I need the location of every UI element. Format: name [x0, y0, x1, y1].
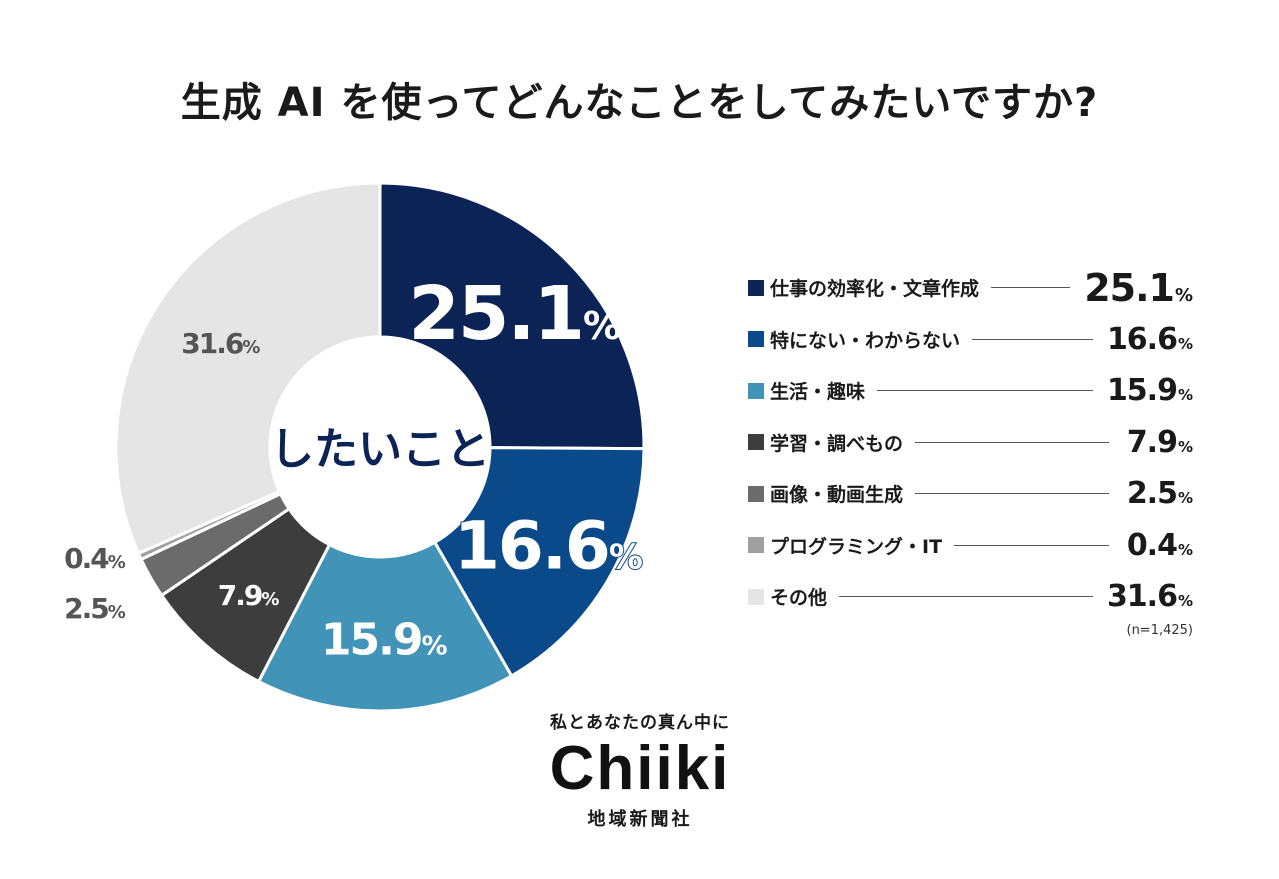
legend-item: 画像・動画生成 2.5%: [748, 468, 1193, 520]
legend-value: 16.6%: [1106, 321, 1193, 357]
legend-swatch: [748, 537, 764, 554]
legend-item: プログラミング・IT 0.4%: [748, 520, 1193, 572]
legend-swatch: [748, 588, 764, 605]
donut-center-label: したいこと: [270, 424, 490, 475]
legend-leader-line: [915, 493, 1109, 495]
legend-leader-line: [972, 338, 1093, 340]
sample-size-note: (n=1,425): [1126, 623, 1194, 638]
legend-swatch: [748, 279, 764, 296]
slice-value-label: 31.6%: [181, 327, 260, 360]
legend-leader-line: [877, 390, 1093, 392]
logo-company-name: 地域新聞社: [587, 809, 693, 830]
slice-value-label: 2.5%: [64, 592, 126, 625]
legend-value: 25.1%: [1084, 265, 1193, 310]
legend-label: 仕事の効率化・文章作成: [770, 278, 980, 301]
legend-swatch: [748, 485, 764, 502]
legend-item: 学習・調べもの 7.9%: [748, 417, 1193, 469]
legend-swatch: [748, 382, 764, 399]
legend-label: プログラミング・IT: [770, 535, 943, 558]
legend-item: 仕事の効率化・文章作成 25.1%: [748, 262, 1193, 314]
legend: 仕事の効率化・文章作成 25.1% 特にない・わからない 16.6% 生活・趣味 15.9…: [748, 262, 1193, 623]
pie-slice: [256, 540, 514, 713]
logo-tagline: 私とあなたの真ん中に: [550, 713, 730, 733]
legend-leader-line: [915, 441, 1109, 443]
legend-leader-line: [954, 544, 1109, 546]
legend-item: その他 31.6%: [748, 571, 1193, 623]
legend-item: 特にない・わからない 16.6%: [748, 314, 1193, 366]
legend-leader-line: [991, 287, 1071, 289]
legend-value: 7.9%: [1126, 424, 1193, 460]
legend-leader-line: [839, 596, 1093, 598]
legend-label: 生活・趣味: [770, 381, 866, 404]
legend-item: 生活・趣味 15.9%: [748, 365, 1193, 417]
pie-slice: [432, 446, 646, 678]
chart-title: 生成 AI を使ってどんなことをしてみたいですか?: [180, 80, 1099, 126]
legend-label: その他: [770, 587, 828, 610]
slice-value-label: 0.4%: [64, 542, 126, 575]
legend-value: 0.4%: [1126, 527, 1193, 563]
legend-value: 2.5%: [1126, 476, 1193, 512]
donut-chart: 25.1% 16.6%15.9% 7.9% 2.5% 0.4% 31.6% したいこと: [64, 181, 646, 713]
legend-swatch: [748, 434, 764, 451]
pie-slice: [114, 181, 382, 556]
brand-logo: 私とあなたの真ん中に Chiiki 地域新聞社: [480, 708, 800, 831]
slice-value-label: 25.1%: [408, 271, 621, 357]
legend-value: 15.9%: [1106, 373, 1193, 409]
legend-value: 31.6%: [1106, 579, 1193, 615]
logo-wordmark: Chiiki: [549, 734, 731, 803]
legend-label: 学習・調べもの: [770, 432, 904, 455]
slice-value-label: 16.6%: [454, 507, 643, 584]
slice-value-label: 7.9%: [218, 579, 280, 612]
legend-label: 画像・動画生成: [770, 484, 904, 507]
slice-value-label: 15.9%: [321, 614, 448, 665]
legend-label: 特にない・わからない: [770, 329, 961, 352]
pie-slice: [378, 181, 646, 451]
legend-swatch: [748, 331, 764, 348]
